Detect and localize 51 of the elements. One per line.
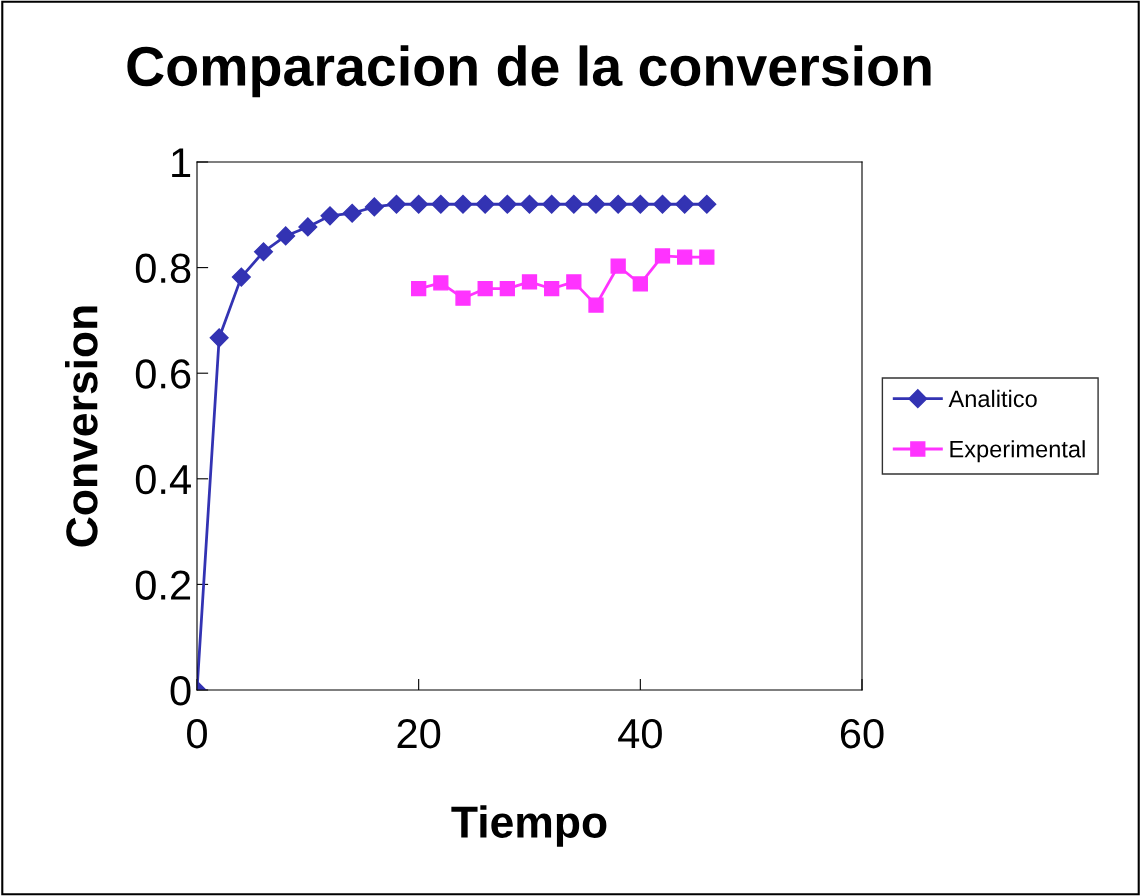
point xyxy=(433,275,449,291)
x-tick-label: 40 xyxy=(618,718,662,749)
point xyxy=(675,194,695,214)
point xyxy=(542,194,562,214)
point xyxy=(431,194,451,214)
point xyxy=(699,249,715,265)
y-tick-label: 0.2 xyxy=(135,570,191,600)
point xyxy=(231,267,251,287)
point xyxy=(654,248,671,264)
point xyxy=(499,281,515,297)
y-axis-title: Conversion xyxy=(65,306,98,547)
chart-title: Comparacion de la conversion xyxy=(127,45,931,98)
point xyxy=(209,328,229,348)
point xyxy=(253,242,274,262)
point xyxy=(521,274,538,290)
point xyxy=(497,194,517,214)
point xyxy=(477,281,493,297)
point xyxy=(610,258,626,274)
point xyxy=(564,194,584,214)
y-tick-label: 0 xyxy=(170,676,191,706)
point xyxy=(320,206,340,226)
y-tick-label: 1 xyxy=(172,148,191,178)
x-tick-label: 60 xyxy=(840,718,884,749)
y-tick-label: 0.6 xyxy=(135,359,191,389)
point xyxy=(276,226,296,246)
point xyxy=(519,194,540,214)
x-tick-label: 20 xyxy=(397,718,441,749)
point xyxy=(588,297,604,313)
point xyxy=(630,194,650,214)
point xyxy=(298,217,318,237)
point xyxy=(586,194,606,214)
point xyxy=(697,194,717,214)
point xyxy=(652,194,673,214)
point xyxy=(566,274,582,290)
point xyxy=(608,194,628,214)
point xyxy=(544,281,560,297)
point xyxy=(411,281,427,297)
legend-label: Analitico xyxy=(948,389,1037,408)
point xyxy=(677,249,693,265)
point xyxy=(475,194,495,214)
point xyxy=(455,290,471,306)
point xyxy=(453,194,473,214)
y-tick-label: 0.8 xyxy=(135,253,191,284)
point xyxy=(386,194,407,214)
legend-label: Experimental xyxy=(950,440,1085,463)
point xyxy=(409,194,429,214)
point xyxy=(364,197,384,217)
y-tick-label: 0.4 xyxy=(135,464,191,495)
x-axis-title: Tiempo xyxy=(451,805,607,847)
point xyxy=(632,276,648,292)
point xyxy=(342,203,362,223)
